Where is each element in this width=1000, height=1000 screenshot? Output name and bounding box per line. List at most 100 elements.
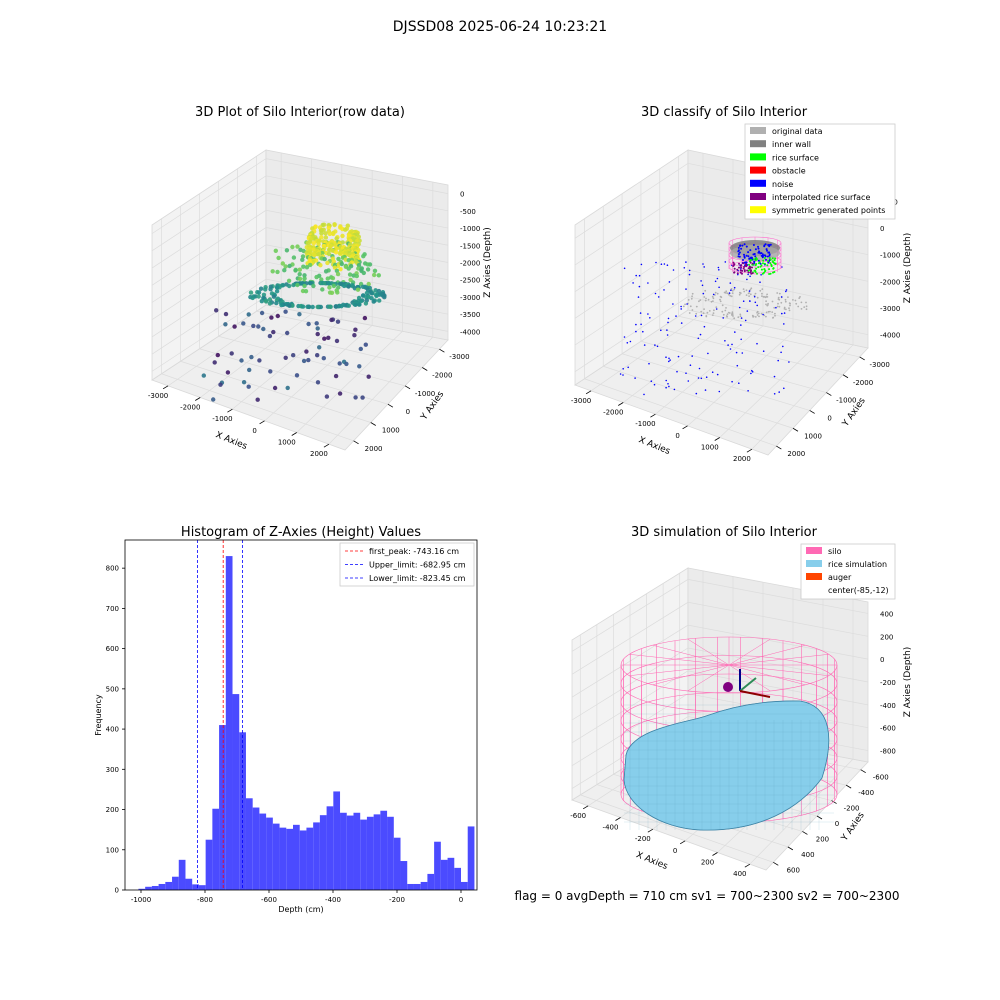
data-point xyxy=(301,358,307,364)
y-tick-label: 800 xyxy=(106,565,119,573)
data-point xyxy=(316,242,321,247)
rice-surface-point xyxy=(763,262,766,265)
data-point xyxy=(358,299,363,304)
noise-point xyxy=(635,323,637,326)
histogram-bar xyxy=(145,886,152,890)
data-point xyxy=(335,319,341,324)
original-point xyxy=(766,296,769,298)
interpolated-point xyxy=(743,265,746,268)
original-point xyxy=(710,300,713,303)
original-point xyxy=(787,296,789,298)
noise-point xyxy=(685,261,687,263)
z-gridline xyxy=(571,670,869,744)
x-tick-label: -2000 xyxy=(603,409,623,417)
original-point xyxy=(767,310,770,313)
data-point xyxy=(308,262,313,268)
z-tick-label: 0 xyxy=(460,191,464,199)
interpolated-point xyxy=(739,269,742,272)
noise-point xyxy=(782,345,784,348)
original-point xyxy=(726,313,729,316)
y-gridline xyxy=(659,328,844,376)
x-tick-label: 2000 xyxy=(733,455,751,463)
legend-swatch xyxy=(750,140,766,148)
noise-point xyxy=(700,377,703,380)
interpolated-point xyxy=(748,265,751,268)
y-tick-label: 200 xyxy=(106,806,119,814)
data-point xyxy=(334,268,340,273)
data-point xyxy=(268,369,273,374)
x-gridline xyxy=(719,338,824,438)
panel-title: 3D simulation of Silo Interior xyxy=(631,525,818,540)
noise-point xyxy=(757,259,760,262)
histogram-bar xyxy=(420,881,428,890)
original-point xyxy=(712,312,715,314)
noise-point xyxy=(752,253,755,256)
silo-wire xyxy=(687,664,730,692)
original-point xyxy=(760,312,763,315)
original-point xyxy=(705,297,707,300)
original-point xyxy=(732,315,734,317)
original-point xyxy=(729,295,732,297)
original-point xyxy=(706,311,709,314)
original-point xyxy=(789,302,791,305)
x-tick-label: -1000 xyxy=(635,420,655,428)
data-point xyxy=(357,302,362,307)
rice-surface-point xyxy=(772,271,774,274)
noise-point xyxy=(748,290,751,292)
data-point xyxy=(334,246,339,251)
data-point xyxy=(212,360,217,365)
figure-suptitle: DJSSD08 2025-06-24 10:23:21 xyxy=(393,19,607,35)
rice-surface-point xyxy=(763,271,765,274)
noise-point xyxy=(712,293,715,296)
rice-surface-point xyxy=(760,264,763,267)
data-point xyxy=(319,235,324,240)
data-point xyxy=(374,293,379,299)
original-point xyxy=(731,289,734,292)
data-point xyxy=(223,322,228,327)
x-axis-label: X Axies xyxy=(214,430,249,452)
noise-point xyxy=(704,389,707,391)
interpolated-point xyxy=(751,272,754,275)
histogram-bar xyxy=(293,824,300,890)
z-tick-label: -3000 xyxy=(880,305,900,313)
original-point xyxy=(730,288,733,290)
noise-point xyxy=(757,247,760,250)
z-tick-label: -1000 xyxy=(460,225,480,233)
panel-title: Histogram of Z-Axies (Height) Values xyxy=(181,525,421,540)
data-point xyxy=(275,269,280,275)
histogram-bar xyxy=(461,881,468,890)
data-point xyxy=(297,272,302,277)
original-point xyxy=(800,301,803,304)
original-point xyxy=(721,304,724,307)
histogram-bar xyxy=(212,808,220,890)
original-point xyxy=(759,289,762,292)
y-gridline xyxy=(199,348,389,405)
raw-data-3d-plot: 3D Plot of Silo Interior(row data) -3000 -… xyxy=(148,105,493,458)
noise-point xyxy=(655,261,657,264)
noise-point xyxy=(783,323,785,325)
data-point xyxy=(356,263,362,268)
data-point xyxy=(290,244,295,250)
y-gridline xyxy=(678,315,860,358)
noise-point xyxy=(743,255,746,258)
noise-point xyxy=(672,269,675,271)
legend: original data inner wall rice surface obsta… xyxy=(744,123,896,220)
original-point xyxy=(780,301,783,304)
noise-point xyxy=(702,263,704,265)
x-gridline xyxy=(328,336,434,445)
noise-point xyxy=(736,364,739,367)
silo-wire xyxy=(728,664,806,686)
x-tick-label: -600 xyxy=(261,896,277,904)
z-gridline xyxy=(574,269,869,346)
y-tick xyxy=(787,846,794,851)
noise-point xyxy=(746,310,749,312)
data-point xyxy=(324,394,330,399)
x-gridline xyxy=(687,331,794,427)
interpolated-point xyxy=(733,267,736,270)
noise-point xyxy=(742,259,744,261)
noise-point xyxy=(734,331,736,333)
data-point xyxy=(294,373,300,378)
original-point xyxy=(774,312,776,315)
noise-point xyxy=(647,282,649,284)
x-tick xyxy=(585,390,592,395)
